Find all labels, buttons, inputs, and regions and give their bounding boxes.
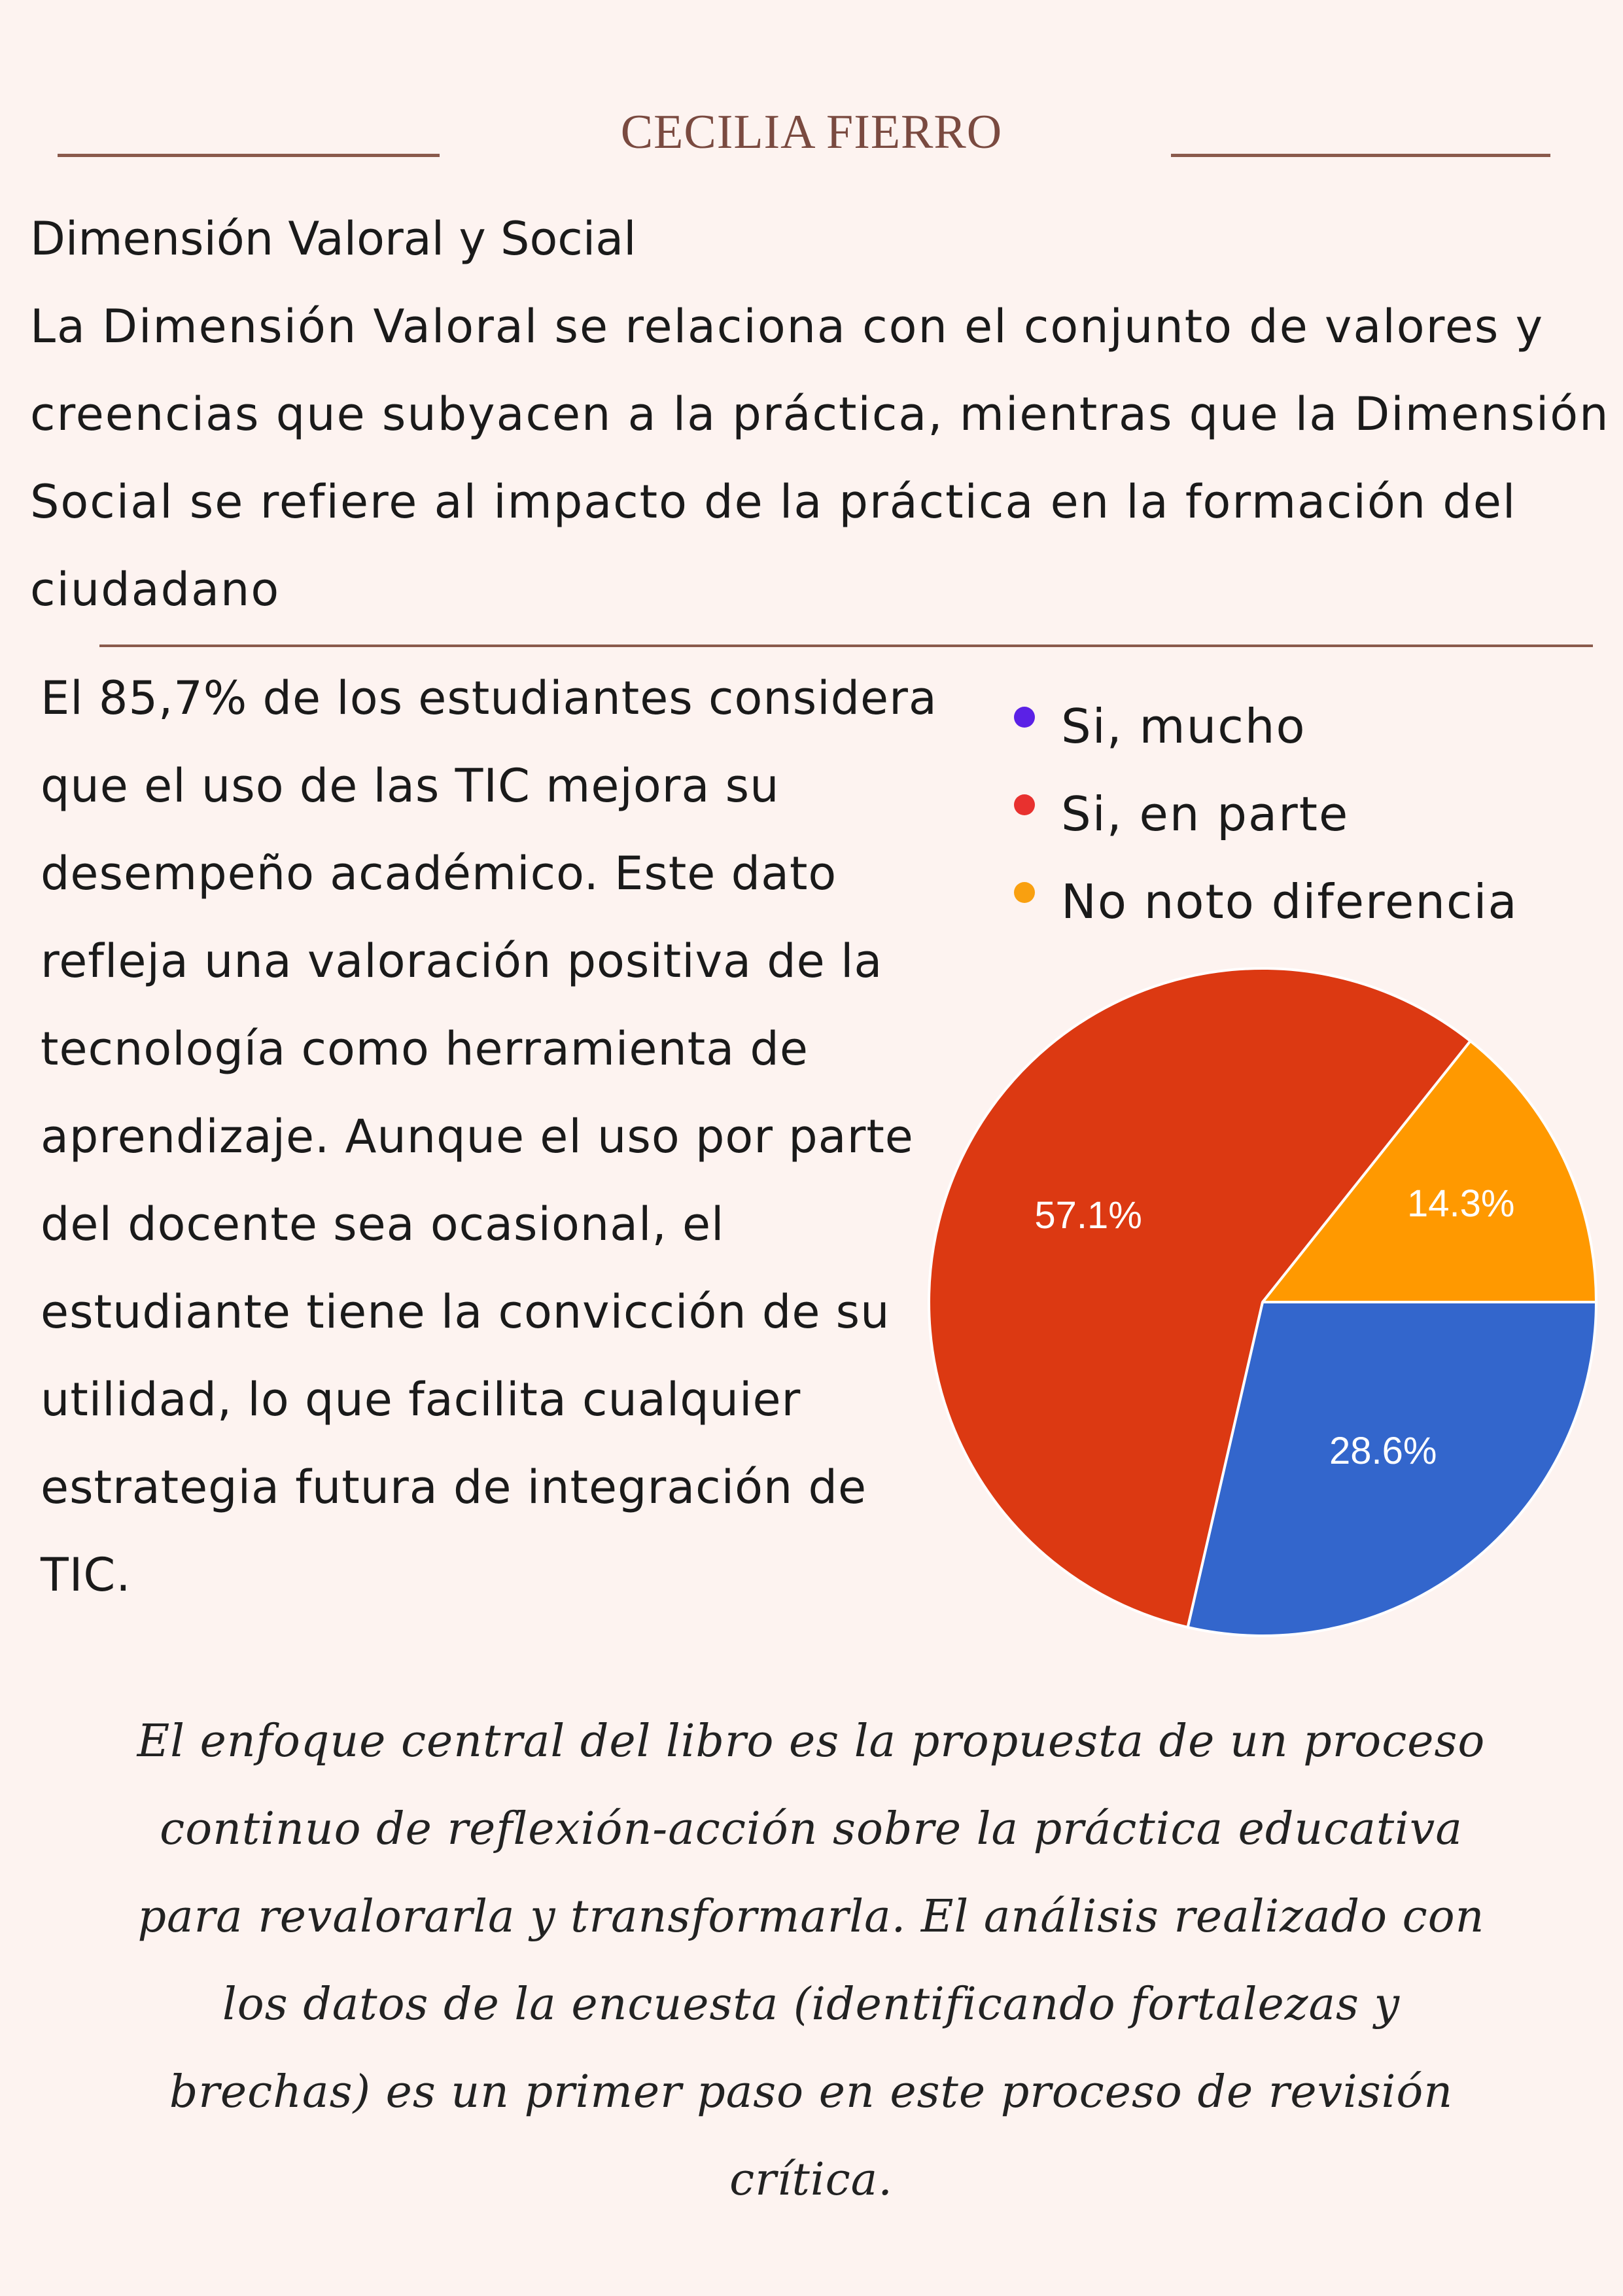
legend-label: No noto diferencia xyxy=(1061,874,1518,929)
pie-slice-label: 28.6% xyxy=(1329,1430,1437,1472)
legend-label: Si, mucho xyxy=(1061,699,1306,754)
header-divider-right xyxy=(1171,154,1550,157)
conclusion-paragraph: El enfoque central del libro es la propu… xyxy=(137,1716,1486,2206)
pie-slice-no-noto-diferencia xyxy=(1259,1039,1598,1303)
legend-swatch xyxy=(1014,707,1035,728)
pie-slice-si-mucho xyxy=(1186,1301,1598,1637)
legend-item: Si, mucho xyxy=(1014,682,1518,770)
legend-label: Si, en parte xyxy=(1061,786,1350,841)
legend-swatch xyxy=(1014,882,1035,903)
legend-item: No noto diferencia xyxy=(1014,858,1518,945)
pie-slice-label: 57.1% xyxy=(1034,1194,1142,1237)
legend-item: Si, en parte xyxy=(1014,770,1518,858)
section-title: Dimensión Valoral y Social xyxy=(30,212,637,266)
header-divider-left xyxy=(58,154,440,157)
author-name: CECILIA FIERRO xyxy=(620,105,1003,159)
finding-paragraph: El 85,7% de los estudiantes considera qu… xyxy=(41,671,937,1602)
pie-slice-si-en-parte xyxy=(928,967,1473,1629)
section-intro: La Dimensión Valoral se relaciona con el… xyxy=(30,300,1610,616)
pie-chart: 14.3% 28.6% 57.1% xyxy=(928,967,1598,1637)
pie-slice-label: 14.3% xyxy=(1407,1182,1514,1225)
section-divider xyxy=(99,645,1593,647)
chart-legend: Si, mucho Si, en parte No noto diferenci… xyxy=(1014,682,1518,945)
legend-swatch xyxy=(1014,794,1035,815)
